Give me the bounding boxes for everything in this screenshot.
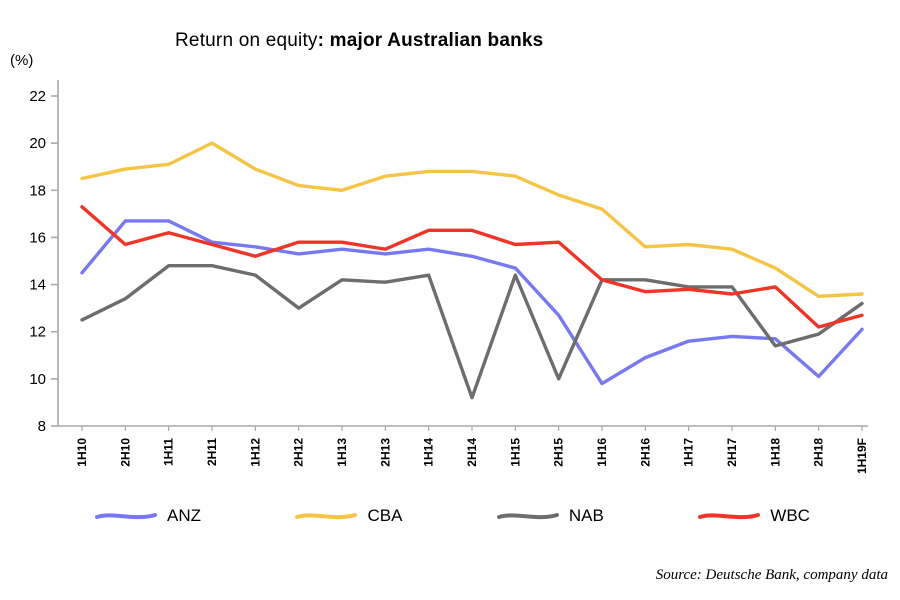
legend-item-cba: CBA xyxy=(295,506,402,526)
x-tick-label: 2H14 xyxy=(465,438,479,467)
legend-label-wbc: WBC xyxy=(770,506,810,525)
legend-label-nab: NAB xyxy=(568,506,604,525)
x-tick-label: 2H13 xyxy=(378,438,392,467)
y-tick-label: 18 xyxy=(29,182,46,199)
series-line-nab xyxy=(80,264,864,400)
legend: ANZ CBA NAB WBC xyxy=(95,506,810,526)
x-tick-label: 1H13 xyxy=(335,438,349,467)
y-tick-label: 20 xyxy=(29,135,46,152)
x-tick-label: 2H17 xyxy=(725,438,739,467)
source-note: Source: Deutsche Bank, company data xyxy=(655,567,888,583)
x-tick-label: 2H10 xyxy=(118,438,132,467)
y-tick-label: 14 xyxy=(29,277,46,294)
chart-title: Return on equity: major Australian banks xyxy=(175,30,543,52)
y-axis-unit-label: (%) xyxy=(10,52,34,69)
legend-label-anz: ANZ xyxy=(167,506,201,525)
legend-swatch-wbc xyxy=(698,513,761,520)
legend-item-wbc: WBC xyxy=(698,506,810,526)
x-tick-label: 1H11 xyxy=(162,438,176,466)
series-line-wbc xyxy=(80,205,864,329)
x-tick-label: 2H15 xyxy=(552,438,566,467)
y-tick-label: 16 xyxy=(29,229,46,246)
y-tick-label: 22 xyxy=(29,88,46,105)
legend-swatch-anz xyxy=(95,513,157,520)
y-tick-label: 8 xyxy=(38,418,46,435)
legend-label-cba: CBA xyxy=(367,506,403,525)
x-tick-label: 2H11 xyxy=(205,438,219,466)
x-tick-label: 1H14 xyxy=(422,438,436,467)
legend-item-anz: ANZ xyxy=(95,506,201,526)
x-tick-label: 2H12 xyxy=(292,438,306,467)
x-tick-label: 1H19F xyxy=(855,438,869,474)
y-tick-label: 10 xyxy=(29,371,46,388)
axes: 8 10 12 14 16 18 20 22 1H10 2H10 1H11 2H11 1H12 2H12 1… xyxy=(29,80,869,474)
x-tick-label: 2H18 xyxy=(812,438,826,467)
series-line-cba xyxy=(80,141,864,299)
series-line-anz xyxy=(80,219,864,386)
x-tick-label: 1H15 xyxy=(508,438,522,467)
x-tick-label: 1H10 xyxy=(75,438,89,467)
x-tick-label: 1H17 xyxy=(682,438,696,467)
line-chart: 8 10 12 14 16 18 20 22 1H10 2H10 1H11 2H11 1H12 2H12 1… xyxy=(29,80,869,474)
chart-title-normal: Return on equity xyxy=(175,30,318,51)
chart-title-bold: : major Australian banks xyxy=(317,30,544,51)
legend-swatch-nab xyxy=(496,513,559,520)
x-tick-label: 1H12 xyxy=(248,438,262,467)
x-tick-label: 1H16 xyxy=(595,438,609,467)
y-tick-label: 12 xyxy=(29,324,46,341)
legend-item-nab: NAB xyxy=(496,506,604,526)
legend-swatch-cba xyxy=(295,513,358,520)
x-tick-label: 2H16 xyxy=(638,438,652,467)
x-tick-label: 1H18 xyxy=(768,438,782,467)
